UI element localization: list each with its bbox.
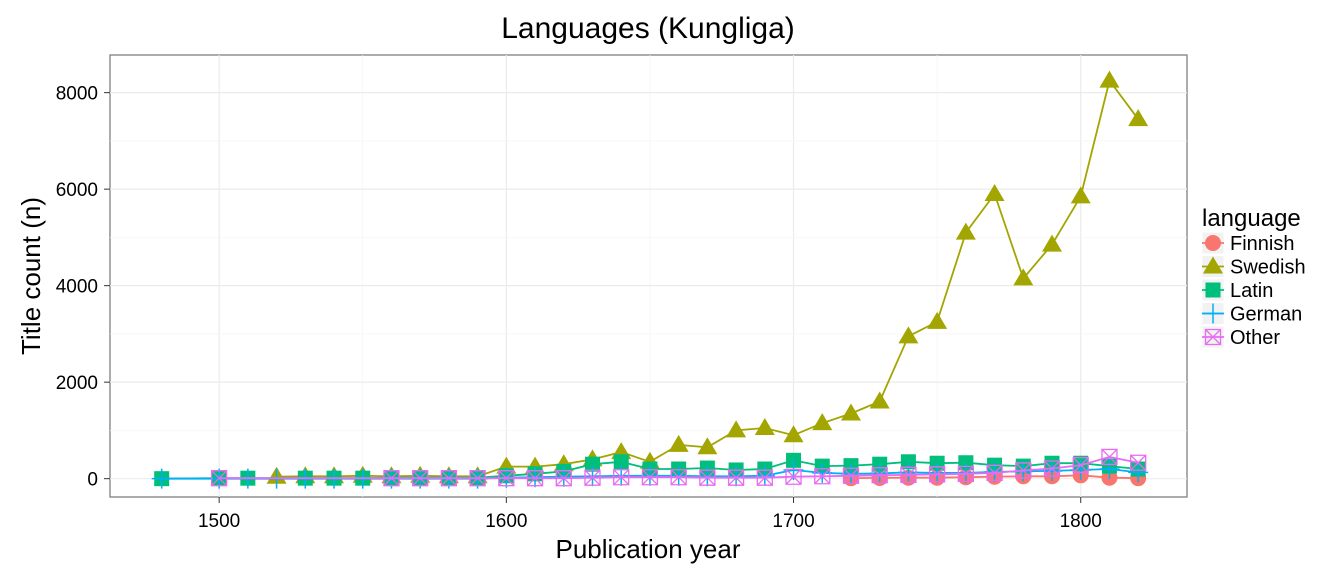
data-point-swedish: [984, 183, 1005, 201]
data-point-swedish: [1099, 70, 1120, 88]
legend-item-finnish: Finnish: [1201, 231, 1294, 255]
data-point-other: [871, 467, 888, 484]
data-point-other: [613, 469, 630, 486]
data-point-latin: [584, 456, 600, 472]
data-point-german: [898, 462, 919, 483]
data-point-other: [1043, 460, 1061, 477]
data-point-swedish: [812, 413, 833, 431]
data-point-swedish: [1070, 186, 1091, 204]
data-point-other: [727, 469, 745, 486]
data-point-other: [928, 466, 946, 483]
data-point-german: [812, 462, 833, 483]
data-point-swedish: [869, 391, 890, 409]
data-point-german: [1042, 460, 1063, 481]
series-layer: [151, 70, 1149, 489]
data-point-german: [151, 468, 172, 489]
data-point-other: [986, 464, 1003, 482]
data-point-swedish: [898, 326, 919, 344]
data-point-other: [210, 470, 228, 487]
legend-item-other: Other: [1201, 325, 1280, 349]
x-tick-label: 1600: [485, 511, 527, 532]
legend-label-swedish: Swedish: [1230, 257, 1306, 279]
data-point-other: [469, 470, 486, 487]
y-axis-title: Title count (n): [16, 197, 46, 355]
legend-label-other: Other: [1230, 327, 1280, 349]
y-tick-label: 8000: [56, 84, 98, 105]
data-point-swedish: [1013, 268, 1034, 286]
grid: [110, 55, 1187, 497]
data-point-other: [526, 470, 544, 487]
data-point-swedish: [1042, 234, 1063, 252]
legend-label-german: German: [1230, 304, 1302, 326]
legend-title: language: [1202, 205, 1301, 232]
data-point-other: [756, 469, 773, 486]
plot-background: [109, 54, 1188, 498]
chart-title: Languages (Kungliga): [501, 12, 795, 45]
data-point-other: [1072, 457, 1089, 474]
data-point-swedish: [697, 437, 718, 455]
data-point-other: [555, 470, 572, 487]
legend-item-german: German: [1201, 302, 1302, 326]
data-point-swedish: [1128, 109, 1149, 127]
data-point-other: [1101, 448, 1118, 466]
x-tick-label: 1500: [198, 511, 240, 532]
data-point-german: [754, 465, 775, 486]
y-tick-label: 6000: [56, 180, 98, 201]
data-point-swedish: [927, 311, 948, 329]
series-line-other: [219, 455, 1139, 480]
data-point-other: [1015, 462, 1032, 479]
data-point-other: [498, 470, 515, 487]
legend-marker-latin: [1205, 282, 1221, 298]
legend-marker-finnish: [1205, 235, 1221, 251]
data-point-other: [641, 469, 659, 486]
data-point-swedish: [726, 420, 747, 438]
y-tick-label: 4000: [56, 277, 98, 298]
data-point-other: [383, 470, 400, 487]
legend-item-swedish: Swedish: [1201, 255, 1306, 279]
data-point-swedish: [668, 434, 689, 452]
legend-marker-swedish: [1203, 256, 1223, 274]
data-point-swedish: [955, 222, 976, 240]
series-other: [210, 448, 1147, 487]
legend-label-finnish: Finnish: [1230, 233, 1294, 255]
data-point-other: [1130, 454, 1147, 471]
legend-marker-german: [1203, 303, 1223, 324]
data-point-other: [814, 468, 831, 485]
y-tick-label: 0: [87, 470, 98, 491]
data-point-other: [440, 470, 458, 487]
data-point-other: [670, 469, 687, 486]
legend-label-latin: Latin: [1230, 280, 1273, 302]
data-point-other: [584, 469, 601, 486]
data-point-other: [900, 466, 917, 483]
data-point-other: [785, 468, 802, 485]
data-point-german: [869, 463, 890, 484]
legend-item-latin: Latin: [1201, 278, 1273, 302]
data-point-other: [957, 465, 975, 482]
data-point-german: [1070, 459, 1091, 480]
axes: 1500 1600 1700 1800 0 2000 4000 6000 8000: [56, 84, 1102, 532]
data-point-swedish: [754, 417, 775, 435]
x-tick-label: 1700: [772, 511, 814, 532]
data-point-german: [840, 463, 861, 484]
x-axis-title: Publication year: [556, 534, 741, 564]
data-point-other: [842, 467, 860, 484]
data-point-german: [1099, 459, 1120, 480]
data-point-latin: [613, 454, 629, 470]
y-tick-label: 2000: [56, 373, 98, 394]
data-point-other: [412, 470, 429, 487]
x-tick-label: 1800: [1060, 511, 1102, 532]
data-point-other: [699, 469, 716, 486]
legend-marker-other: [1204, 328, 1222, 346]
data-point-german: [1128, 462, 1149, 483]
data-point-swedish: [840, 403, 861, 421]
data-point-latin: [900, 454, 916, 470]
data-point-swedish: [783, 425, 804, 443]
